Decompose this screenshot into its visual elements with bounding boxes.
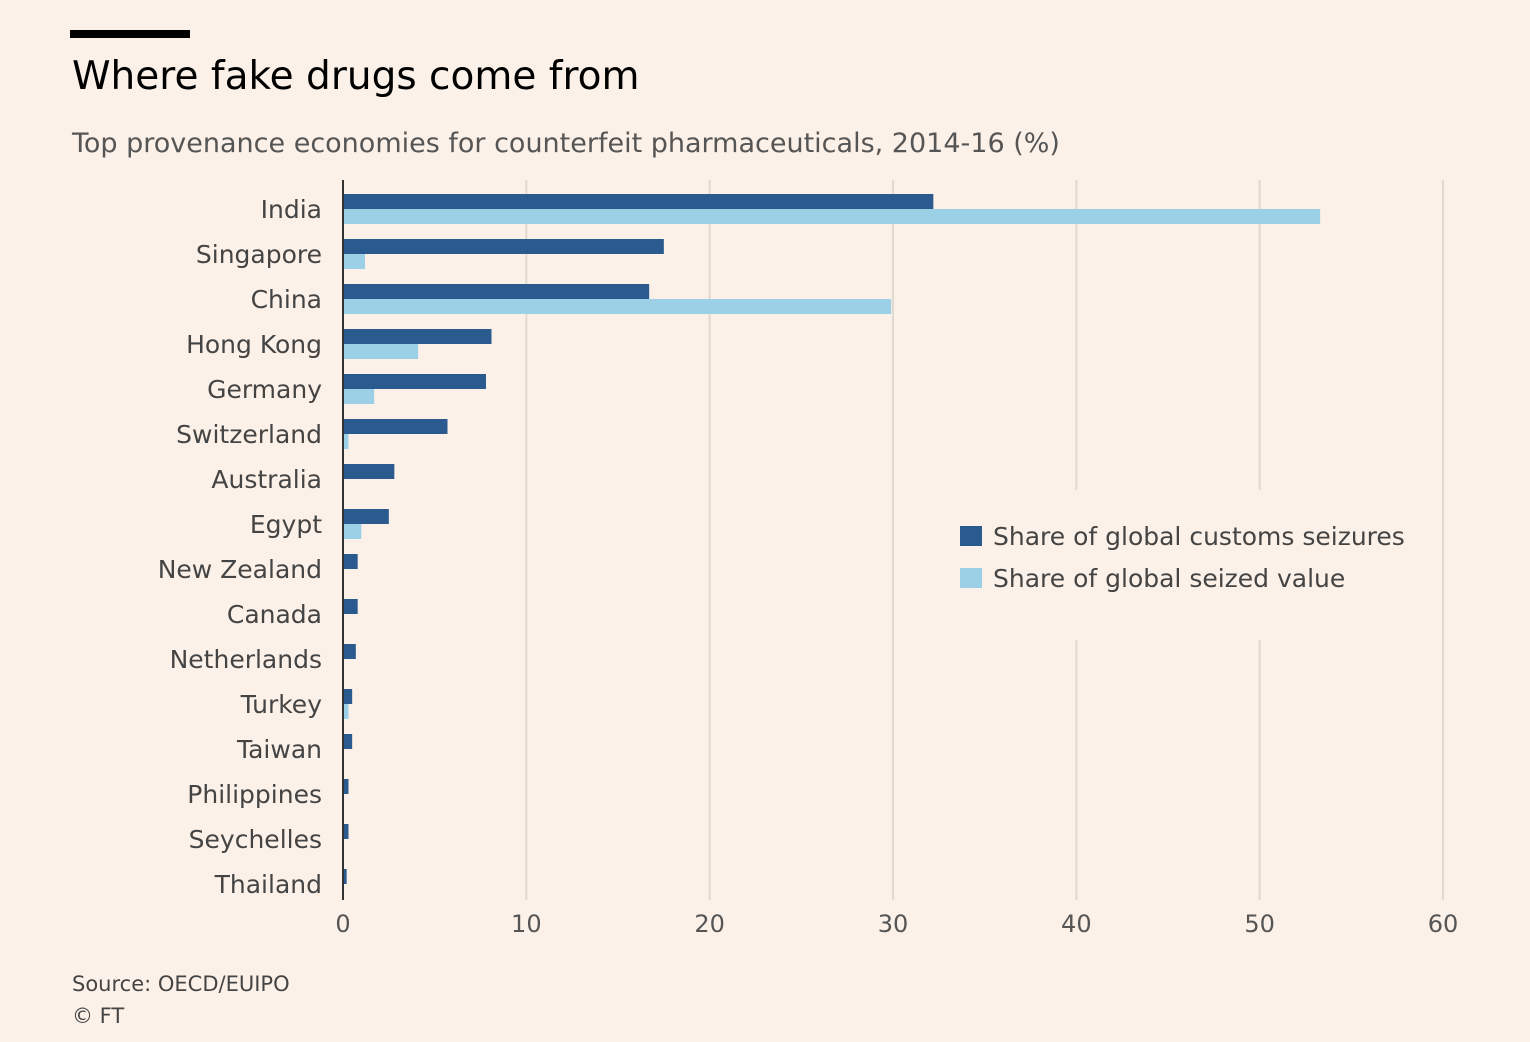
title-rule: [70, 30, 190, 38]
bar-seizures-taiwan: [343, 734, 353, 749]
bar-seizures-china: [343, 284, 650, 299]
legend-swatch: [960, 568, 982, 588]
bar-seizures-australia: [343, 464, 395, 479]
bar-value-germany: [343, 389, 375, 404]
category-label: New Zealand: [158, 555, 322, 584]
category-label: Netherlands: [170, 645, 322, 674]
bar-seizures-switzerland: [343, 419, 448, 434]
bar-value-turkey: [343, 704, 349, 719]
bar-seizures-germany: [343, 374, 486, 389]
chart-title: Where fake drugs come from: [72, 54, 640, 99]
category-labels: India Singapore China Hong Kong Germany Switz…: [158, 195, 323, 899]
bar-seizures-egypt: [343, 509, 389, 524]
category-label: Australia: [211, 465, 322, 494]
bar-seizures-turkey: [343, 689, 353, 704]
category-label: Philippines: [187, 780, 322, 809]
source-note: Source: OECD/EUIPO: [72, 972, 290, 996]
category-label: Taiwan: [236, 735, 322, 764]
category-label: Thailand: [214, 870, 322, 899]
bar-seizures-canada: [343, 599, 358, 614]
legend-swatch: [960, 526, 982, 546]
bar-seizures-philippines: [343, 779, 349, 794]
legend-background: [950, 490, 1410, 640]
bar-seizures-seychelles: [343, 824, 349, 839]
category-label: Switzerland: [176, 420, 322, 449]
bar-value-switzerland: [343, 434, 349, 449]
category-label: Hong Kong: [186, 330, 322, 359]
bar-seizures-singapore: [343, 239, 664, 254]
bar-seizures-thailand: [343, 869, 347, 884]
x-tick-label: 60: [1428, 910, 1459, 938]
x-tick-label: 0: [335, 910, 350, 938]
x-tick-label: 30: [878, 910, 909, 938]
bar-value-china: [343, 299, 892, 314]
category-label: Seychelles: [189, 825, 322, 854]
x-tick-label: 40: [1061, 910, 1092, 938]
x-axis-ticks: 0 10 20 30 40 50 60: [335, 180, 1458, 938]
category-label: Turkey: [240, 690, 323, 719]
x-tick-label: 10: [511, 910, 542, 938]
legend: Share of global customs seizures Share of…: [950, 490, 1410, 640]
bar-value-india: [343, 209, 1321, 224]
category-label: Egypt: [250, 510, 322, 539]
bar-value-egypt: [343, 524, 362, 539]
category-label: Canada: [227, 600, 322, 629]
legend-label: Share of global customs seizures: [993, 522, 1405, 551]
category-label: Singapore: [196, 240, 322, 269]
bar-seizures-hong-kong: [343, 329, 492, 344]
bars: [343, 194, 1321, 884]
category-label: India: [261, 195, 322, 224]
bar-value-singapore: [343, 254, 365, 269]
copyright-note: © FT: [72, 1004, 125, 1028]
x-tick-label: 50: [1244, 910, 1275, 938]
category-label: Germany: [207, 375, 322, 404]
bar-seizures-india: [343, 194, 934, 209]
chart-subtitle: Top provenance economies for counterfeit…: [72, 128, 1060, 159]
bar-value-hong-kong: [343, 344, 419, 359]
legend-label: Share of global seized value: [993, 564, 1345, 593]
x-tick-label: 20: [694, 910, 725, 938]
bar-seizures-netherlands: [343, 644, 356, 659]
bar-seizures-new-zealand: [343, 554, 358, 569]
category-label: China: [251, 285, 322, 314]
